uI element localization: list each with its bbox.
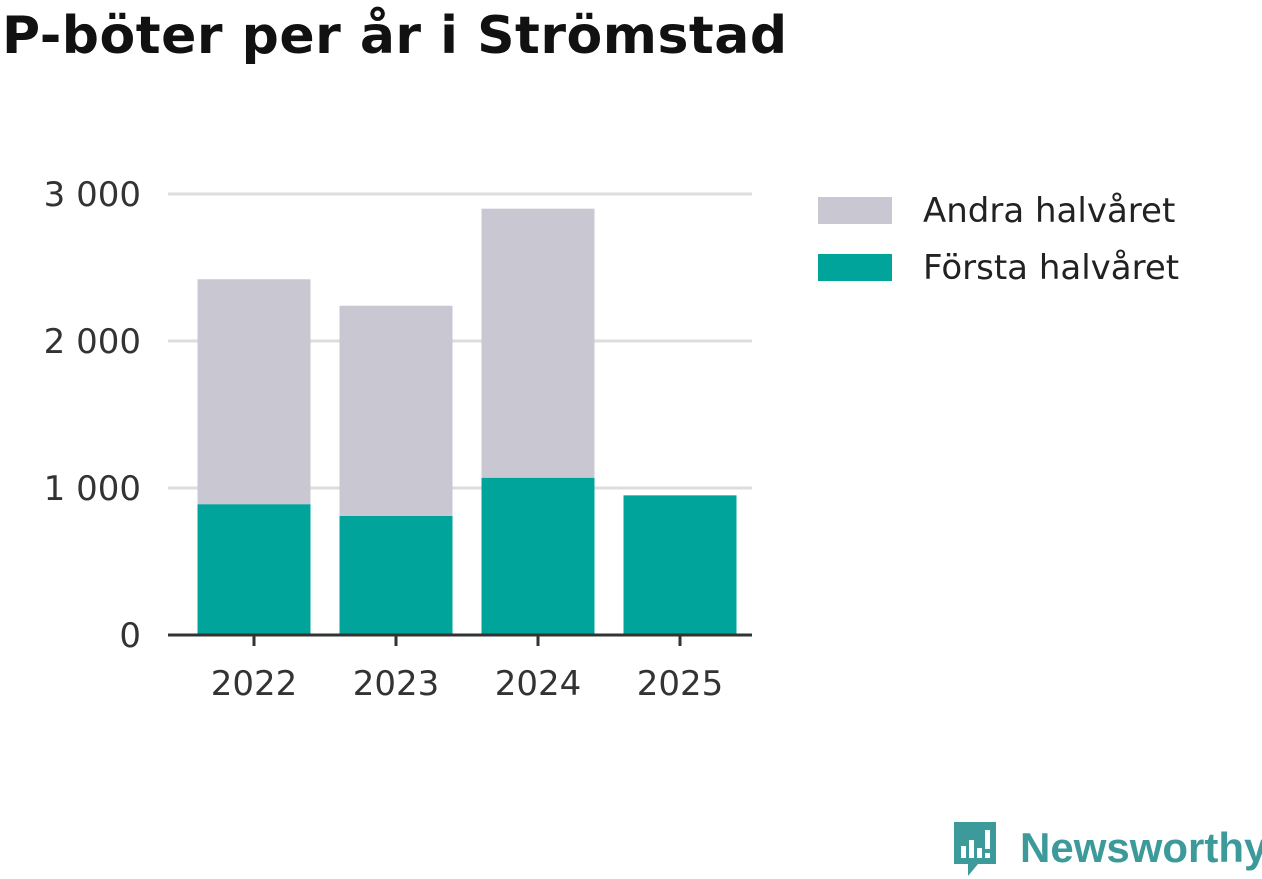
bar-2025-forsta (623, 495, 737, 635)
legend-label-forsta: Första halvåret (923, 247, 1180, 288)
bar-2024-andra (481, 208, 595, 478)
y-tick-label-1000: 1 000 (44, 469, 141, 509)
y-tick-label-3000: 3 000 (44, 175, 141, 215)
newsworthy-logo-icon (954, 822, 996, 876)
x-tick-label-2024: 2024 (495, 664, 582, 704)
legend-swatch-forsta (818, 254, 892, 281)
x-tick-label-2022: 2022 (211, 664, 298, 704)
y-tick-label-2000: 2 000 (44, 322, 141, 362)
bar-2022-forsta (197, 504, 311, 635)
chart-legend: Andra halvåret Första halvåret (818, 182, 1179, 296)
bar-2023-andra (339, 305, 453, 516)
legend-item-forsta: Första halvåret (818, 239, 1179, 296)
legend-label-andra: Andra halvåret (923, 190, 1176, 231)
x-tick-label-2023: 2023 (353, 664, 440, 704)
legend-swatch-andra (818, 197, 892, 224)
brand-name: Newsworthy (1020, 824, 1262, 871)
bar-2024-forsta (481, 477, 595, 635)
chart-title: P-böter per år i Strömstad (2, 6, 788, 66)
newsworthy-logo: Newsworthy (950, 818, 1262, 878)
y-tick-label-0: 0 (119, 616, 141, 656)
x-tick-label-2025: 2025 (637, 664, 724, 704)
legend-item-andra: Andra halvåret (818, 182, 1179, 239)
bar-2023-forsta (339, 515, 453, 635)
bar-2022-andra (197, 279, 311, 505)
